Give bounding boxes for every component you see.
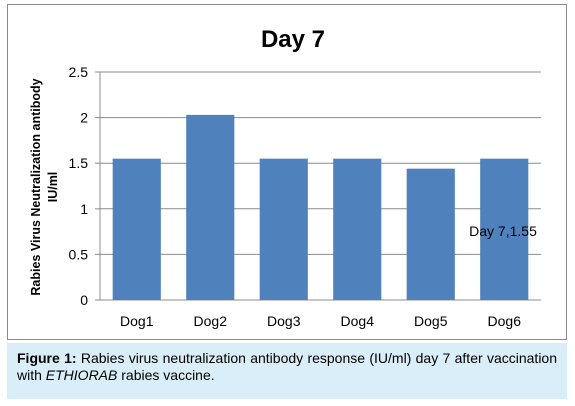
bar-dog1	[112, 158, 161, 300]
y-axis-label-line-1: Rabies Virus Neutralization antibody	[29, 78, 43, 295]
y-tick-label: 0	[80, 292, 88, 308]
x-tick-labels: Dog1 Dog2 Dog3 Dog4 Dog5 Dog6	[120, 313, 521, 329]
y-tick-label: 0.5	[69, 246, 89, 262]
bar-dog5	[406, 168, 455, 300]
y-tick-label: 2	[80, 110, 88, 126]
x-tick-label: Dog5	[414, 313, 448, 329]
bar-dog4	[333, 158, 382, 300]
bar-dog6	[480, 158, 529, 300]
data-annotation: Day 7,1.55	[469, 223, 537, 239]
y-axis-label: Rabies Virus Neutralization antibody IU/…	[29, 78, 60, 295]
figure-caption: Figure 1: Rabies virus neutralization an…	[7, 343, 567, 399]
caption-label: Figure 1:	[17, 350, 77, 366]
bar-chart: Day 7 Rabies Virus Neutralization antibo…	[29, 26, 541, 329]
x-tick-label: Dog1	[120, 313, 154, 329]
x-tick-label: Dog2	[194, 313, 228, 329]
bar-dog3	[259, 158, 308, 300]
y-axis-label-line-2: IU/ml	[46, 172, 60, 203]
y-tick-label: 1.5	[69, 155, 89, 171]
axis-layer	[95, 71, 101, 301]
x-tick-label: Dog3	[267, 313, 301, 329]
caption-text: Rabies virus neutralization antibody res…	[17, 350, 557, 383]
y-tick-label: 2.5	[69, 64, 89, 80]
caption-text-end: rabies vaccine.	[117, 367, 215, 383]
grid-layer	[100, 71, 541, 301]
bars-layer	[112, 114, 529, 300]
x-tick-label: Dog4	[341, 313, 375, 329]
caption-vaccine-name: ETHIORAB	[45, 367, 118, 383]
x-tick-label: Dog6	[488, 313, 522, 329]
y-tick-labels: 0 0.5 1 1.5 2 2.5	[69, 64, 89, 308]
chart-title: Day 7	[261, 26, 325, 53]
y-tick-label: 1	[80, 201, 88, 217]
bar-dog2	[186, 114, 235, 300]
